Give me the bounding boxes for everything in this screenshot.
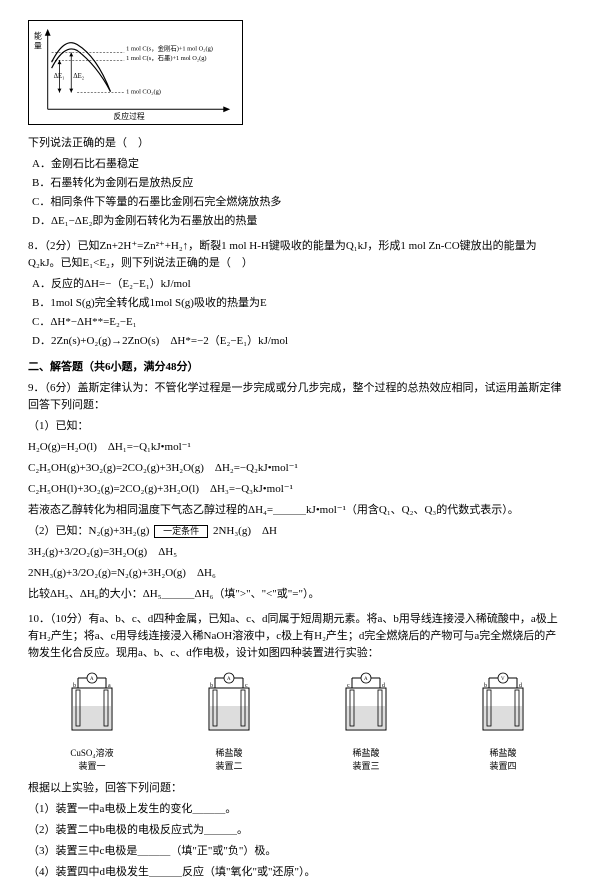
x-axis-label: 反应过程 [113, 111, 144, 121]
q7-option-b: B．石墨转化为金刚石是放热反应 [32, 175, 567, 192]
q7-option-d: D．ΔE₁−ΔE₂即为金刚石转化为石墨放出的热量 [32, 213, 567, 230]
svg-text:量: 量 [34, 41, 42, 50]
part2-title: 二、解答题（共6小题，满分48分） [28, 359, 567, 376]
q8-option-a: A．反应的ΔH=−（E₂−E₁）kJ/mol [32, 276, 567, 293]
device-4-name: 装置四 [469, 761, 537, 772]
svg-text:b: b [484, 683, 487, 689]
device-svg: A c d [340, 672, 392, 740]
device-1-cell: CuSO₄溶液 [58, 748, 126, 759]
q8-option-c: C．ΔH*−ΔH**=E₂−E₁ [32, 314, 567, 331]
svg-text:d: d [519, 683, 522, 689]
svg-text:1 mol C(s，金刚石)+1 mol O₂(g): 1 mol C(s，金刚石)+1 mol O₂(g) [126, 43, 213, 52]
device-4: V b d 稀盐酸 装置四 [469, 672, 537, 772]
svg-text:A: A [364, 677, 368, 682]
q9-sub1: （1）已知： [28, 418, 567, 435]
q9-stem: 9．（6分）盖斯定律认为：不管化学过程是一步完成或分几步完成，整个过程的总热效应… [28, 380, 567, 414]
q7-option-a: A．金刚石比石墨稳定 [32, 156, 567, 173]
device-1-name: 装置一 [58, 761, 126, 772]
svg-text:1 mol CO₂(g): 1 mol CO₂(g) [126, 89, 161, 96]
svg-text:a: a [108, 683, 111, 689]
device-3-name: 装置三 [332, 761, 400, 772]
svg-text:c: c [245, 683, 248, 689]
svg-text:A: A [227, 677, 231, 682]
q9-eq-after: 2NH₃(g) ΔH [213, 525, 277, 537]
q7-intro: 下列说法正确的是（ ） [28, 135, 567, 152]
svg-text:ΔE₁: ΔE₁ [54, 73, 65, 80]
energy-curve-svg: 能 量 反应过程 ΔE₁ ΔE₂ 1 mol C(s，金刚石)+1 mol O₂… [29, 21, 242, 124]
q9-ask2: 比较ΔH₅、ΔH₆的大小：ΔH₅＿＿＿ΔH₆（填">"、"<"或"="）。 [28, 586, 567, 603]
devices-row: A b a CuSO₄溶液 装置一 A b c [58, 672, 537, 772]
q8-option-b: B．1mol S(g)完全转化成1mol S(g)吸收的热量为E [32, 295, 567, 312]
svg-text:b: b [210, 683, 213, 689]
device-2-name: 装置二 [195, 761, 263, 772]
device-3: A c d 稀盐酸 装置三 [332, 672, 400, 772]
svg-text:V: V [501, 677, 505, 682]
svg-text:能: 能 [34, 31, 42, 41]
svg-text:d: d [382, 683, 385, 689]
q9-eq2: C₂H₅OH(g)+3O₂(g)=2CO₂(g)+3H₂O(g) ΔH₂=−Q₂… [28, 460, 567, 477]
q9-ask1: 若液态乙醇转化为相同温度下气态乙醇过程的ΔH₄=＿＿＿kJ•mol⁻¹（用含Q₁… [28, 502, 567, 519]
q9-eq3: C₂H₅OH(l)+3O₂(g)=2CO₂(g)+3H₂O(l) ΔH₃=−Q₃… [28, 481, 567, 498]
q8-option-d: D．2Zn(s)+O₂(g)→2ZnO(s) ΔH*=−2（E₂−E₁）kJ/m… [32, 333, 567, 350]
svg-text:b: b [73, 683, 76, 689]
svg-text:A: A [90, 677, 94, 682]
q9-eq1: H₂O(g)=H₂O(l) ΔH₁=−Q₁kJ•mol⁻¹ [28, 439, 567, 456]
q10-sub1: （1）装置一中a电极上发生的变化＿＿＿。 [28, 801, 567, 818]
device-2: A b c 稀盐酸 装置二 [195, 672, 263, 772]
device-1: A b a CuSO₄溶液 装置一 [58, 672, 126, 772]
device-3-cell: 稀盐酸 [332, 748, 400, 759]
q9-eq4: 3H₂(g)+3/2O₂(g)=3H₂O(g) ΔH₅ [28, 544, 567, 561]
q10-sub2: （2）装置二中b电极的电极反应式为＿＿＿。 [28, 822, 567, 839]
device-svg: A b a [66, 672, 118, 740]
q10-ask: 根据以上实验，回答下列问题： [28, 780, 567, 797]
device-svg: V b d [477, 672, 529, 740]
device-svg: A b c [203, 672, 255, 740]
q8-stem: 8．（2分）已知Zn+2H⁺=Zn²⁺+H₂↑，断裂1 mol H-H键吸收的能… [28, 238, 567, 272]
energy-diagram: 能 量 反应过程 ΔE₁ ΔE₂ 1 mol C(s，金刚石)+1 mol O₂… [28, 20, 243, 125]
svg-text:c: c [347, 683, 350, 689]
q9-sub2-line: （2）已知：N₂(g)+3H₂(g) 一定条件 2NH₃(g) ΔH [28, 523, 567, 540]
svg-text:ΔE₂: ΔE₂ [73, 73, 85, 80]
svg-text:1 mol C(s，石墨)+1 mol O₂(g): 1 mol C(s，石墨)+1 mol O₂(g) [126, 54, 206, 62]
q10-sub4: （4）装置四中d电极发生＿＿＿反应（填"氧化"或"还原"）。 [28, 864, 567, 881]
device-2-cell: 稀盐酸 [195, 748, 263, 759]
eq-condition-box: 一定条件 [154, 525, 208, 538]
q9-eq5: 2NH₃(g)+3/2O₂(g)=N₂(g)+3H₂O(g) ΔH₆ [28, 565, 567, 582]
device-4-cell: 稀盐酸 [469, 748, 537, 759]
q10-stem: 10．（10分）有a、b、c、d四种金属，已知a、c、d同属于短周期元素。将a、… [28, 611, 567, 662]
q9-sub2: （2）已知：N₂(g)+3H₂(g) [28, 525, 149, 537]
q10-sub3: （3）装置三中c电极是＿＿＿（填"正"或"负"）极。 [28, 843, 567, 860]
q7-option-c: C．相同条件下等量的石墨比金刚石完全燃烧放热多 [32, 194, 567, 211]
